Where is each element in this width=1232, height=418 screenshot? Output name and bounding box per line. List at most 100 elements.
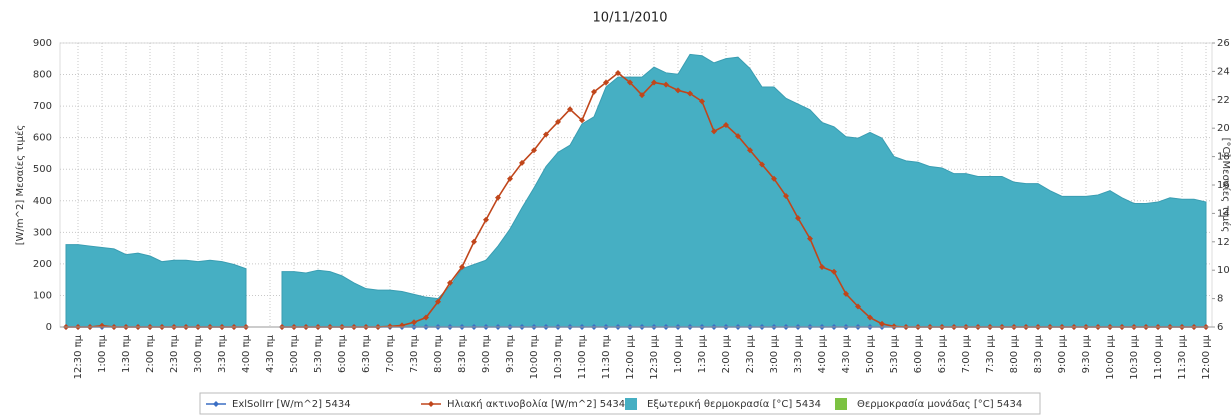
marker bbox=[495, 194, 501, 201]
y2-tick-label: 8 bbox=[1217, 294, 1223, 305]
marker bbox=[711, 128, 717, 135]
x-tick-label: 1:30 μμ bbox=[697, 334, 708, 373]
y-tick-label: 800 bbox=[33, 70, 52, 81]
marker bbox=[843, 290, 849, 297]
marker bbox=[519, 159, 525, 166]
y-tick-label: 700 bbox=[33, 101, 52, 112]
x-tick-label: 10:30 μμ bbox=[1129, 334, 1140, 379]
marker bbox=[531, 147, 537, 154]
x-tick-label: 2:30 μμ bbox=[745, 334, 756, 373]
marker bbox=[819, 264, 825, 271]
marker bbox=[747, 147, 753, 154]
marker bbox=[423, 314, 429, 321]
marker bbox=[879, 320, 885, 327]
x-tick-label: 11:00 πμ bbox=[577, 334, 588, 379]
marker bbox=[555, 118, 561, 125]
y-tick-label: 900 bbox=[33, 38, 52, 49]
x-tick-label: 8:30 πμ bbox=[457, 334, 468, 373]
x-tick-label: 12:00 μμ bbox=[625, 334, 636, 379]
marker bbox=[543, 131, 549, 138]
y2-tick-label: 6 bbox=[1217, 322, 1223, 333]
legend-marker bbox=[428, 401, 434, 407]
y2-tick-label: 18 bbox=[1217, 152, 1230, 163]
marker bbox=[723, 122, 729, 129]
y2-tick-label: 22 bbox=[1217, 95, 1230, 106]
x-tick-label: 6:00 πμ bbox=[337, 334, 348, 373]
x-tick-label: 1:00 πμ bbox=[97, 334, 108, 373]
x-tick-label: 12:00 μμ bbox=[1201, 334, 1212, 379]
marker bbox=[687, 90, 693, 97]
x-tick-label: 2:00 μμ bbox=[721, 334, 732, 373]
marker bbox=[855, 303, 861, 310]
marker bbox=[867, 314, 873, 321]
x-tick-label: 5:00 πμ bbox=[289, 334, 300, 373]
legend-box bbox=[199, 392, 1041, 415]
x-tick-label: 5:30 πμ bbox=[313, 334, 324, 373]
x-tick-label: 9:30 πμ bbox=[505, 334, 516, 373]
marker bbox=[699, 98, 705, 105]
marker bbox=[831, 268, 837, 275]
x-tick-label: 9:30 μμ bbox=[1081, 334, 1092, 373]
area bbox=[281, 53, 1207, 328]
marker bbox=[447, 279, 453, 286]
x-tick-label: 5:00 μμ bbox=[865, 334, 876, 373]
y2-tick-label: 26 bbox=[1217, 38, 1230, 49]
marker bbox=[471, 238, 477, 245]
x-tick-label: 12:30 πμ bbox=[73, 334, 84, 379]
x-tick-label: 8:30 μμ bbox=[1033, 334, 1044, 373]
y-tick-label: 100 bbox=[33, 290, 52, 301]
legend-label: Θερμοκρασία μονάδας [°C] 5434 bbox=[857, 398, 1022, 410]
y-tick-label: 500 bbox=[33, 164, 52, 175]
y-axis-label: [W/m^2] Μεσαίες τιμές bbox=[14, 125, 26, 246]
x-tick-label: 10:30 πμ bbox=[553, 334, 564, 379]
marker bbox=[759, 161, 765, 168]
legend-label: Ηλιακή ακτινοβολία [W/m^2] 5434 bbox=[447, 398, 625, 410]
marker bbox=[795, 215, 801, 222]
x-tick-label: 4:00 πμ bbox=[241, 334, 252, 373]
x-tick-label: 4:30 μμ bbox=[841, 334, 852, 373]
y2-tick-label: 10 bbox=[1217, 265, 1230, 276]
marker bbox=[783, 193, 789, 200]
x-tick-label: 3:00 μμ bbox=[769, 334, 780, 373]
x-tick-label: 10:00 πμ bbox=[529, 334, 540, 379]
x-tick-label: 2:00 πμ bbox=[145, 334, 156, 373]
x-tick-label: 11:30 πμ bbox=[601, 334, 612, 379]
x-tick-label: 2:30 πμ bbox=[169, 334, 180, 373]
x-tick-label: 6:00 μμ bbox=[913, 334, 924, 373]
x-tick-label: 4:30 πμ bbox=[265, 334, 276, 373]
y2-tick-label: 16 bbox=[1217, 180, 1230, 191]
marker bbox=[891, 323, 897, 330]
x-tick-label: 6:30 πμ bbox=[361, 334, 372, 373]
x-tick-label: 3:00 πμ bbox=[193, 334, 204, 373]
y-tick-label: 600 bbox=[33, 133, 52, 144]
x-tick-label: 8:00 μμ bbox=[1009, 334, 1020, 373]
x-tick-label: 12:30 μμ bbox=[649, 334, 660, 379]
marker bbox=[603, 79, 609, 86]
marker bbox=[435, 298, 441, 305]
legend-label: ExlSolIrr [W/m^2] 5434 bbox=[232, 399, 351, 410]
x-tick-label: 10:00 μμ bbox=[1105, 334, 1116, 379]
x-tick-label: 5:30 μμ bbox=[889, 334, 900, 373]
marker bbox=[483, 216, 489, 223]
marker bbox=[387, 323, 393, 330]
x-tick-label: 11:00 μμ bbox=[1153, 334, 1164, 379]
legend-label: Εξωτερική θερμοκρασία [°C] 5434 bbox=[647, 398, 821, 410]
y-tick-label: 400 bbox=[33, 196, 52, 207]
x-tick-label: 3:30 μμ bbox=[793, 334, 804, 373]
marker bbox=[627, 79, 633, 86]
y2-tick-label: 14 bbox=[1217, 208, 1230, 219]
x-tick-label: 7:00 πμ bbox=[385, 334, 396, 373]
legend-marker bbox=[213, 401, 219, 407]
chart-title: 10/11/2010 bbox=[593, 11, 668, 26]
y2-tick-label: 12 bbox=[1217, 237, 1230, 248]
marker bbox=[675, 87, 681, 94]
marker bbox=[411, 319, 417, 326]
marker bbox=[639, 92, 645, 99]
marker bbox=[615, 69, 621, 76]
y2-tick-label: 24 bbox=[1217, 66, 1230, 77]
marker bbox=[807, 235, 813, 242]
x-tick-label: 7:30 πμ bbox=[409, 334, 420, 373]
x-tick-label: 7:00 μμ bbox=[961, 334, 972, 373]
y2-tick-label: 20 bbox=[1217, 123, 1230, 134]
